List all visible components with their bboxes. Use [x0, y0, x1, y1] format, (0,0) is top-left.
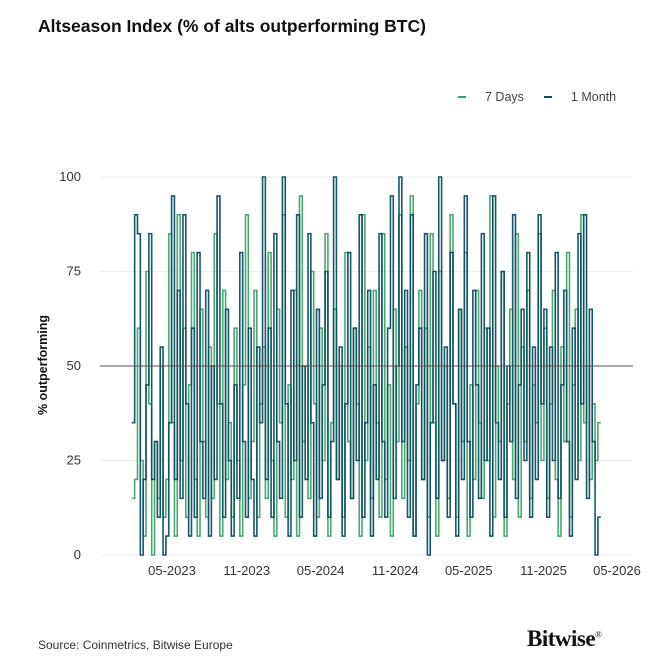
- y-tick-label: 75: [67, 264, 81, 279]
- legend-label: 7 Days: [485, 90, 524, 104]
- bitwise-logo: Bitwise®: [527, 626, 602, 651]
- legend-swatch: [543, 96, 552, 98]
- legend-swatch: [458, 96, 466, 98]
- y-tick-label: 100: [59, 169, 81, 184]
- x-tick-label: 05-2024: [297, 563, 345, 578]
- y-axis-label: % outperforming: [36, 315, 50, 415]
- legend-label: 1 Month: [570, 90, 617, 104]
- series-line-1-month: [131, 176, 601, 556]
- y-tick-label: 50: [67, 358, 81, 373]
- y-tick-label: 0: [74, 547, 81, 562]
- x-tick-label: 05-2026: [593, 563, 641, 578]
- x-tick-label: 05-2025: [445, 563, 493, 578]
- x-tick-label: 11-2024: [372, 563, 419, 578]
- x-tick-label: 05-2023: [148, 563, 196, 578]
- x-tick-label: 11-2023: [223, 563, 270, 578]
- y-tick-label: 25: [67, 453, 81, 468]
- legend-item-1-month[interactable]: 1 Month: [543, 90, 617, 104]
- legend-item-7-days[interactable]: 7 Days: [458, 90, 524, 104]
- x-tick-label: 11-2025: [520, 563, 567, 578]
- source-note: Source: Coinmetrics, Bitwise Europe: [38, 638, 233, 652]
- legend: 7 Days 1 Month: [458, 90, 636, 104]
- chart-title: Altseason Index (% of alts outperforming…: [38, 16, 426, 36]
